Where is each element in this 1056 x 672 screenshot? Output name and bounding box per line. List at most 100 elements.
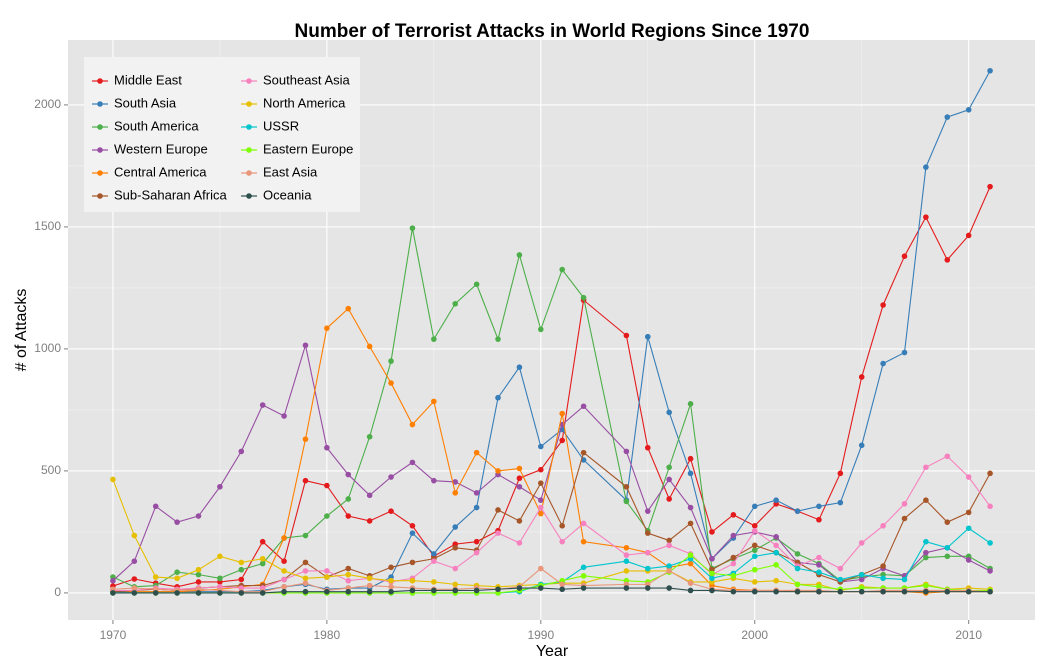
data-point: [281, 558, 287, 564]
data-point: [174, 590, 180, 596]
legend-box: [84, 57, 360, 212]
legend-marker: [246, 193, 252, 199]
data-point: [495, 394, 501, 401]
data-point: [773, 549, 779, 556]
data-point: [324, 482, 330, 489]
data-point: [730, 554, 737, 561]
data-point: [238, 590, 245, 596]
data-point: [794, 508, 801, 514]
data-point: [751, 527, 758, 534]
data-point: [944, 257, 951, 263]
data-point: [559, 410, 565, 417]
data-point: [174, 569, 180, 575]
data-point: [837, 588, 844, 595]
data-point: [751, 553, 758, 560]
data-point: [623, 558, 630, 564]
legend-label: North America: [263, 95, 346, 110]
data-point: [944, 588, 951, 595]
data-point: [687, 520, 694, 527]
data-point: [816, 554, 822, 561]
data-point: [666, 585, 672, 591]
data-point: [623, 544, 630, 551]
data-point: [431, 579, 437, 585]
data-point: [152, 590, 159, 596]
data-point: [538, 510, 544, 517]
data-point: [687, 580, 694, 586]
data-point: [923, 464, 929, 471]
data-point: [644, 585, 651, 591]
data-point: [238, 559, 245, 566]
data-point: [473, 538, 480, 545]
data-point: [516, 585, 523, 591]
data-point: [238, 448, 245, 455]
data-point: [366, 343, 373, 350]
data-point: [580, 573, 587, 579]
data-point: [644, 508, 651, 514]
data-point: [473, 587, 480, 594]
legend: Middle East South Asia South America Wester…: [92, 72, 353, 202]
data-point: [623, 332, 630, 339]
legend-label: East Asia: [263, 164, 318, 179]
data-point: [516, 364, 523, 371]
data-point: [666, 464, 672, 471]
data-point: [751, 547, 758, 554]
data-point: [858, 576, 865, 583]
data-point: [366, 582, 373, 589]
data-point: [409, 587, 416, 594]
data-point: [259, 560, 266, 567]
data-point: [623, 483, 630, 490]
data-point: [880, 360, 886, 367]
data-point: [666, 537, 672, 544]
legend-marker: [246, 147, 252, 153]
data-point: [431, 558, 437, 564]
data-point: [880, 575, 886, 582]
data-point: [388, 380, 394, 386]
data-point: [516, 540, 523, 546]
data-point: [516, 518, 523, 524]
data-point: [302, 580, 309, 586]
data-point: [388, 577, 394, 584]
data-point: [217, 590, 223, 596]
data-point: [858, 442, 865, 449]
data-point: [452, 479, 459, 485]
data-point: [345, 513, 352, 519]
data-point: [195, 513, 202, 519]
data-point: [901, 349, 908, 356]
data-point: [174, 575, 180, 582]
data-point: [751, 542, 758, 549]
data-point: [559, 523, 565, 529]
data-point: [538, 443, 544, 450]
data-point: [644, 565, 651, 572]
data-point: [666, 563, 672, 569]
data-point: [965, 509, 972, 516]
data-point: [324, 568, 330, 574]
data-point: [302, 342, 309, 349]
legend-label: Oceania: [263, 187, 312, 202]
data-point: [751, 566, 758, 573]
data-point: [773, 577, 779, 584]
legend-marker: [246, 101, 252, 107]
data-point: [858, 571, 865, 578]
y-tick-label: 2000: [34, 97, 61, 111]
data-point: [580, 538, 587, 545]
data-point: [580, 564, 587, 571]
data-point: [431, 336, 437, 342]
data-point: [901, 501, 908, 507]
data-point: [623, 585, 630, 591]
data-point: [730, 512, 737, 518]
data-point: [388, 588, 394, 595]
data-point: [538, 565, 544, 572]
data-point: [987, 588, 993, 595]
data-point: [388, 584, 394, 590]
data-point: [623, 568, 630, 574]
x-tick-label: 1990: [527, 628, 554, 642]
legend-marker: [246, 78, 252, 84]
data-point: [666, 568, 672, 574]
data-point: [452, 524, 459, 530]
data-point: [773, 562, 779, 568]
data-point: [538, 326, 544, 333]
data-point: [816, 503, 822, 510]
data-point: [217, 483, 223, 490]
data-point: [559, 437, 565, 444]
data-point: [944, 114, 951, 120]
